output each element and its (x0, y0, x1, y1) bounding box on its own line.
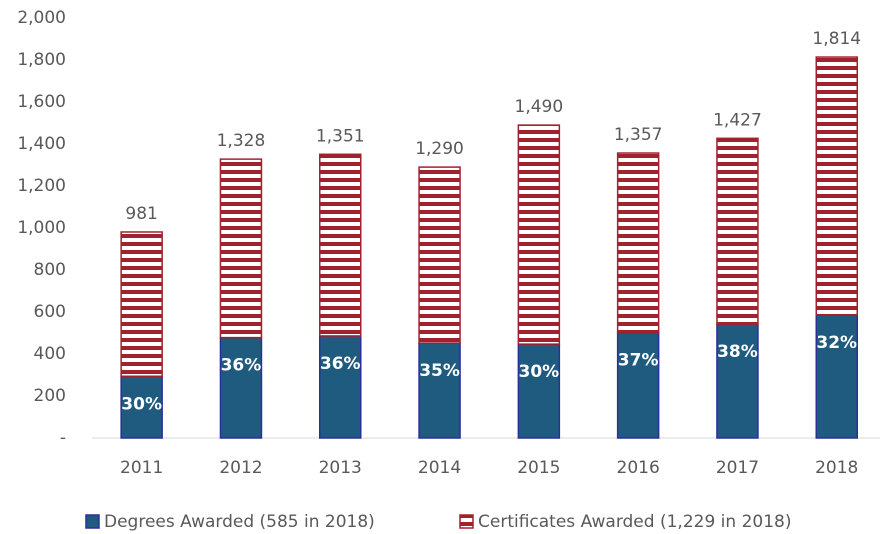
y-tick-label: 600 (34, 302, 66, 322)
bar-segment (319, 153, 362, 337)
y-tick-label: - (60, 428, 66, 448)
legend-swatch (85, 514, 100, 529)
bar-segment (716, 323, 759, 439)
bar-segment (418, 342, 461, 439)
x-tick-label: 2014 (418, 458, 461, 478)
share-label: 30% (121, 394, 162, 414)
share-label: 38% (717, 342, 758, 362)
bar-segment (120, 375, 163, 439)
bar-segment (219, 336, 263, 439)
bar-segment (815, 56, 858, 316)
y-tick-label: 2,000 (17, 8, 66, 28)
y-tick-label: 200 (34, 386, 66, 406)
y-tick-label: 400 (34, 344, 66, 364)
legend-swatch (459, 514, 474, 529)
share-label: 36% (221, 356, 262, 376)
bar-segment (120, 231, 163, 378)
bar-segment (319, 335, 362, 439)
legend-label: Certificates Awarded (1,229 in 2018) (478, 512, 791, 532)
bar-segment (418, 166, 461, 344)
bar-segment (219, 158, 263, 339)
total-label: 1,357 (614, 125, 663, 145)
x-tick-label: 2012 (219, 458, 262, 478)
total-label: 981 (125, 204, 157, 224)
y-tick-label: 1,600 (17, 92, 66, 112)
x-tick-label: 2017 (716, 458, 759, 478)
total-label: 1,328 (217, 131, 266, 151)
y-tick-label: 1,000 (17, 218, 66, 238)
share-label: 37% (618, 351, 659, 371)
y-tick-label: 800 (34, 260, 66, 280)
bar-segment (517, 124, 561, 345)
x-tick-label: 2013 (319, 458, 362, 478)
x-tick-label: 2016 (617, 458, 660, 478)
y-tick-label: 1,800 (17, 50, 66, 70)
total-label: 1,490 (515, 97, 564, 117)
share-label: 32% (816, 333, 857, 353)
x-tick-label: 2018 (815, 458, 858, 478)
share-label: 35% (419, 361, 460, 381)
total-label: 1,427 (713, 110, 762, 130)
y-tick-label: 1,400 (17, 134, 66, 154)
x-tick-label: 2015 (517, 458, 560, 478)
share-label: 30% (518, 362, 559, 382)
bar-segment (716, 137, 759, 325)
legend-label: Degrees Awarded (585 in 2018) (104, 512, 375, 532)
total-label: 1,814 (812, 29, 861, 49)
total-label: 1,351 (316, 126, 365, 146)
x-tick-label: 2011 (120, 458, 163, 478)
bar-segment (517, 343, 561, 439)
y-tick-label: 1,200 (17, 176, 66, 196)
total-label: 1,290 (415, 139, 464, 159)
bar-segment (616, 152, 660, 334)
bar-segment (616, 331, 660, 439)
share-label: 36% (320, 354, 361, 374)
